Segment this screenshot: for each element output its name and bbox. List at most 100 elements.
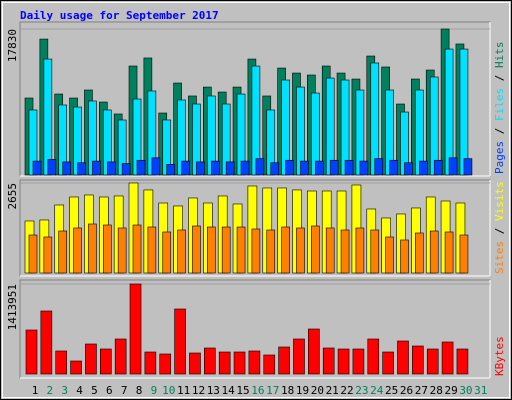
bar [412, 345, 424, 375]
bar [352, 348, 365, 375]
bar [207, 226, 216, 274]
legend: Sites / Visits [493, 181, 506, 274]
legend-separator: / [493, 121, 506, 141]
bar [211, 160, 220, 176]
bar [73, 227, 82, 274]
legend: KBytes [493, 336, 506, 376]
x-tick-label: 21 [326, 384, 339, 397]
x-tick-label: 2 [47, 384, 54, 397]
bar [285, 159, 294, 176]
bar [43, 236, 53, 274]
bar [40, 310, 53, 375]
bar [426, 348, 439, 375]
bar [103, 224, 112, 274]
bar [162, 231, 172, 274]
x-tick-label: 7 [121, 384, 128, 397]
x-tick-label: 22 [340, 384, 353, 397]
bar [463, 158, 473, 176]
bar [47, 159, 57, 176]
legend-entry: Files [493, 88, 506, 121]
bar [151, 157, 161, 176]
bar [444, 48, 454, 176]
bar [444, 231, 454, 274]
x-tick-label: 20 [311, 384, 324, 397]
bar [385, 236, 394, 274]
bar [459, 234, 469, 274]
bar [374, 158, 384, 176]
bar [370, 229, 380, 274]
bar [355, 227, 365, 274]
bar [441, 341, 454, 375]
bar [192, 225, 201, 274]
bar [367, 338, 380, 375]
x-tick-label: 9 [151, 384, 158, 397]
bar [204, 347, 216, 375]
bar [340, 229, 350, 274]
bar [225, 161, 235, 176]
bar [43, 58, 53, 176]
x-tick-label: 25 [385, 384, 398, 397]
bar [419, 160, 428, 176]
x-tick-label: 27 [415, 384, 428, 397]
bar [136, 159, 146, 176]
bar [166, 164, 176, 176]
bar [337, 348, 350, 375]
bar [433, 159, 443, 176]
bar [344, 159, 354, 176]
bar [159, 353, 172, 375]
x-tick-label: 28 [430, 384, 443, 397]
bar [248, 350, 261, 375]
bar [177, 229, 186, 274]
x-tick-label: 17 [266, 384, 279, 397]
bar [397, 340, 409, 375]
legend-entry: Pages [493, 141, 506, 174]
x-tick-label: 3 [61, 384, 68, 397]
bar [296, 227, 305, 274]
bar [370, 62, 380, 176]
bar [55, 350, 68, 375]
bar [144, 351, 157, 375]
bar [270, 162, 280, 176]
bar [281, 226, 290, 274]
x-tick-label: 5 [91, 384, 98, 397]
x-tick-label: 23 [355, 384, 368, 397]
bar [32, 160, 42, 176]
bar [117, 227, 127, 274]
bar [58, 230, 68, 274]
bar [429, 230, 439, 274]
x-tick-label: 12 [192, 384, 205, 397]
bar [218, 351, 231, 375]
x-tick-label: 13 [207, 384, 220, 397]
x-tick-label: 24 [370, 384, 384, 397]
legend: Pages / Files / Hits [493, 42, 506, 175]
bar [322, 347, 335, 375]
bar [70, 360, 82, 375]
bar [293, 338, 305, 375]
bar [221, 226, 231, 274]
bar [448, 157, 458, 176]
bar [62, 161, 72, 176]
y-tick-label: 1413951 [6, 284, 19, 330]
bar [92, 160, 101, 176]
bar [107, 161, 116, 176]
x-tick-label: 6 [106, 384, 113, 397]
bar [389, 159, 398, 176]
bar [100, 348, 112, 375]
bar [196, 161, 205, 176]
bar [251, 228, 261, 274]
x-tick-label: 19 [296, 384, 309, 397]
bar [311, 225, 320, 274]
x-tick-label: 10 [162, 384, 175, 397]
y-tick-label: 17830 [6, 29, 19, 62]
bar [329, 159, 339, 176]
bar [147, 226, 157, 274]
y-tick-label: 2655 [6, 183, 19, 210]
bar [233, 351, 246, 375]
bar [359, 160, 369, 176]
x-tick-label: 11 [177, 384, 190, 397]
x-tick-label: 16 [251, 384, 264, 397]
bar [174, 308, 186, 375]
bar [77, 162, 86, 176]
bar [181, 160, 190, 176]
